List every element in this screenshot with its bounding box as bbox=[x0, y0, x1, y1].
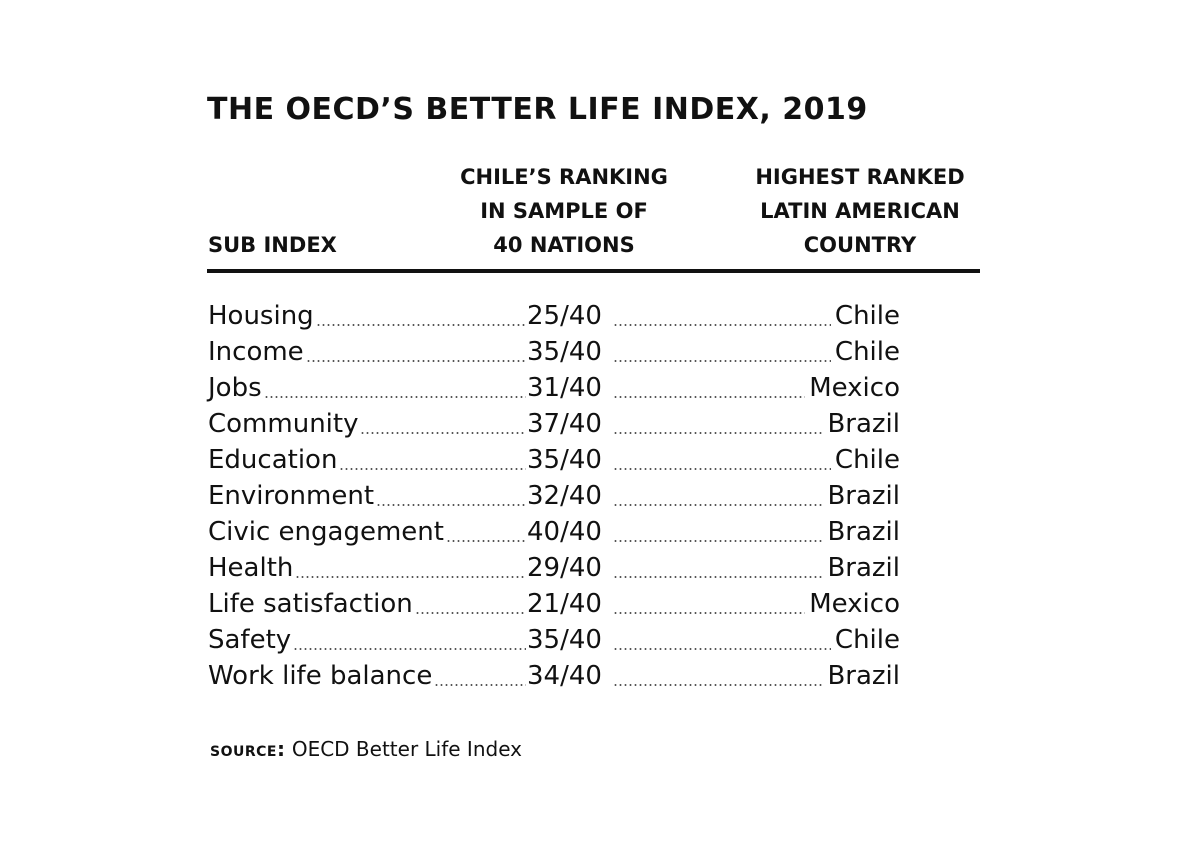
page-title: THE OECD’S BETTER LIFE INDEX, 2019 bbox=[207, 92, 868, 127]
highest-ranked-country: Brazil bbox=[827, 517, 900, 547]
dot-leader bbox=[339, 468, 526, 470]
chile-rank-value: 29/40 bbox=[527, 553, 602, 583]
dot-leader bbox=[613, 468, 831, 470]
sub-index-label: Income bbox=[208, 337, 304, 367]
column-header-country-line: COUNTRY bbox=[803, 233, 917, 257]
chile-rank-value: 25/40 bbox=[527, 301, 602, 331]
dot-leader bbox=[264, 396, 526, 398]
dot-leader bbox=[613, 504, 823, 506]
sub-index-label: Housing bbox=[208, 301, 314, 331]
column-header-ranking: CHILE’S RANKING IN SAMPLE OF 40 NATIONS bbox=[460, 160, 668, 262]
highest-ranked-country: Mexico bbox=[809, 589, 900, 619]
highest-ranked-country: Chile bbox=[834, 625, 900, 655]
column-header-ranking-line: IN SAMPLE OF bbox=[480, 199, 648, 223]
sub-index-label: Civic engagement bbox=[208, 517, 444, 547]
sub-index-label: Jobs bbox=[208, 373, 262, 403]
table-row: Income 35/40 Chile bbox=[0, 334, 1200, 370]
chile-rank-value: 34/40 bbox=[527, 661, 602, 691]
table-row: Health 29/40 Brazil bbox=[0, 550, 1200, 586]
dot-leader bbox=[316, 324, 526, 326]
column-header-country: HIGHEST RANKED LATIN AMERICAN COUNTRY bbox=[755, 160, 964, 262]
highest-ranked-country: Chile bbox=[834, 337, 900, 367]
chile-rank-value: 40/40 bbox=[527, 517, 602, 547]
source-text: OECD Better Life Index bbox=[291, 737, 522, 761]
highest-ranked-country: Brazil bbox=[827, 409, 900, 439]
highest-ranked-country: Mexico bbox=[809, 373, 900, 403]
table-row: Work life balance 34/40 Brazil bbox=[0, 658, 1200, 694]
sub-index-label: Community bbox=[208, 409, 359, 439]
column-header-ranking-line: 40 NATIONS bbox=[493, 233, 635, 257]
source-label: SOURCE: bbox=[210, 737, 286, 761]
dot-leader bbox=[613, 612, 805, 614]
chile-rank-value: 35/40 bbox=[527, 445, 602, 475]
dot-leader bbox=[306, 360, 526, 362]
highest-ranked-country: Brazil bbox=[827, 661, 900, 691]
chile-rank-value: 21/40 bbox=[527, 589, 602, 619]
dot-leader bbox=[613, 396, 805, 398]
table-row: Civic engagement 40/40 Brazil bbox=[0, 514, 1200, 550]
chile-rank-value: 35/40 bbox=[527, 625, 602, 655]
sub-index-label: Safety bbox=[208, 625, 292, 655]
dot-leader bbox=[376, 504, 526, 506]
chile-rank-value: 37/40 bbox=[527, 409, 602, 439]
dot-leader bbox=[613, 360, 831, 362]
highest-ranked-country: Chile bbox=[834, 445, 900, 475]
sub-index-label: Environment bbox=[208, 481, 375, 511]
column-header-country-line: LATIN AMERICAN bbox=[760, 199, 960, 223]
dot-leader bbox=[446, 540, 526, 542]
dot-leader bbox=[613, 648, 831, 650]
sub-index-label: Education bbox=[208, 445, 338, 475]
dot-leader bbox=[415, 612, 526, 614]
dot-leader bbox=[613, 576, 823, 578]
dot-leader bbox=[295, 576, 526, 578]
dot-leader bbox=[434, 684, 526, 686]
highest-ranked-country: Brazil bbox=[827, 553, 900, 583]
source-note: SOURCE: OECD Better Life Index bbox=[210, 735, 522, 763]
table-row: Jobs 31/40 Mexico bbox=[0, 370, 1200, 406]
dot-leader bbox=[613, 324, 831, 326]
chile-rank-value: 35/40 bbox=[527, 337, 602, 367]
table-body: Housing 25/40 Chile Income 35/40 Chile Jobs 31/… bbox=[0, 298, 1200, 694]
dot-leader bbox=[360, 432, 526, 434]
dot-leader bbox=[613, 432, 823, 434]
header-rule bbox=[207, 269, 980, 273]
table-row: Environment 32/40 Brazil bbox=[0, 478, 1200, 514]
column-header-sub-index: SUB INDEX bbox=[208, 233, 337, 257]
column-header-country-line: HIGHEST RANKED bbox=[755, 165, 965, 189]
dot-leader bbox=[613, 684, 823, 686]
dot-leader bbox=[613, 540, 823, 542]
table-row: Life satisfaction 21/40 Mexico bbox=[0, 586, 1200, 622]
dot-leader bbox=[293, 648, 526, 650]
table-row: Housing 25/40 Chile bbox=[0, 298, 1200, 334]
table-row: Safety 35/40 Chile bbox=[0, 622, 1200, 658]
highest-ranked-country: Chile bbox=[834, 301, 900, 331]
sub-index-label: Life satisfaction bbox=[208, 589, 413, 619]
sub-index-label: Work life balance bbox=[208, 661, 433, 691]
highest-ranked-country: Brazil bbox=[827, 481, 900, 511]
chile-rank-value: 32/40 bbox=[527, 481, 602, 511]
chile-rank-value: 31/40 bbox=[527, 373, 602, 403]
column-header-ranking-line: CHILE’S RANKING bbox=[460, 165, 668, 189]
table-row: Education 35/40 Chile bbox=[0, 442, 1200, 478]
table-row: Community 37/40 Brazil bbox=[0, 406, 1200, 442]
sub-index-label: Health bbox=[208, 553, 294, 583]
